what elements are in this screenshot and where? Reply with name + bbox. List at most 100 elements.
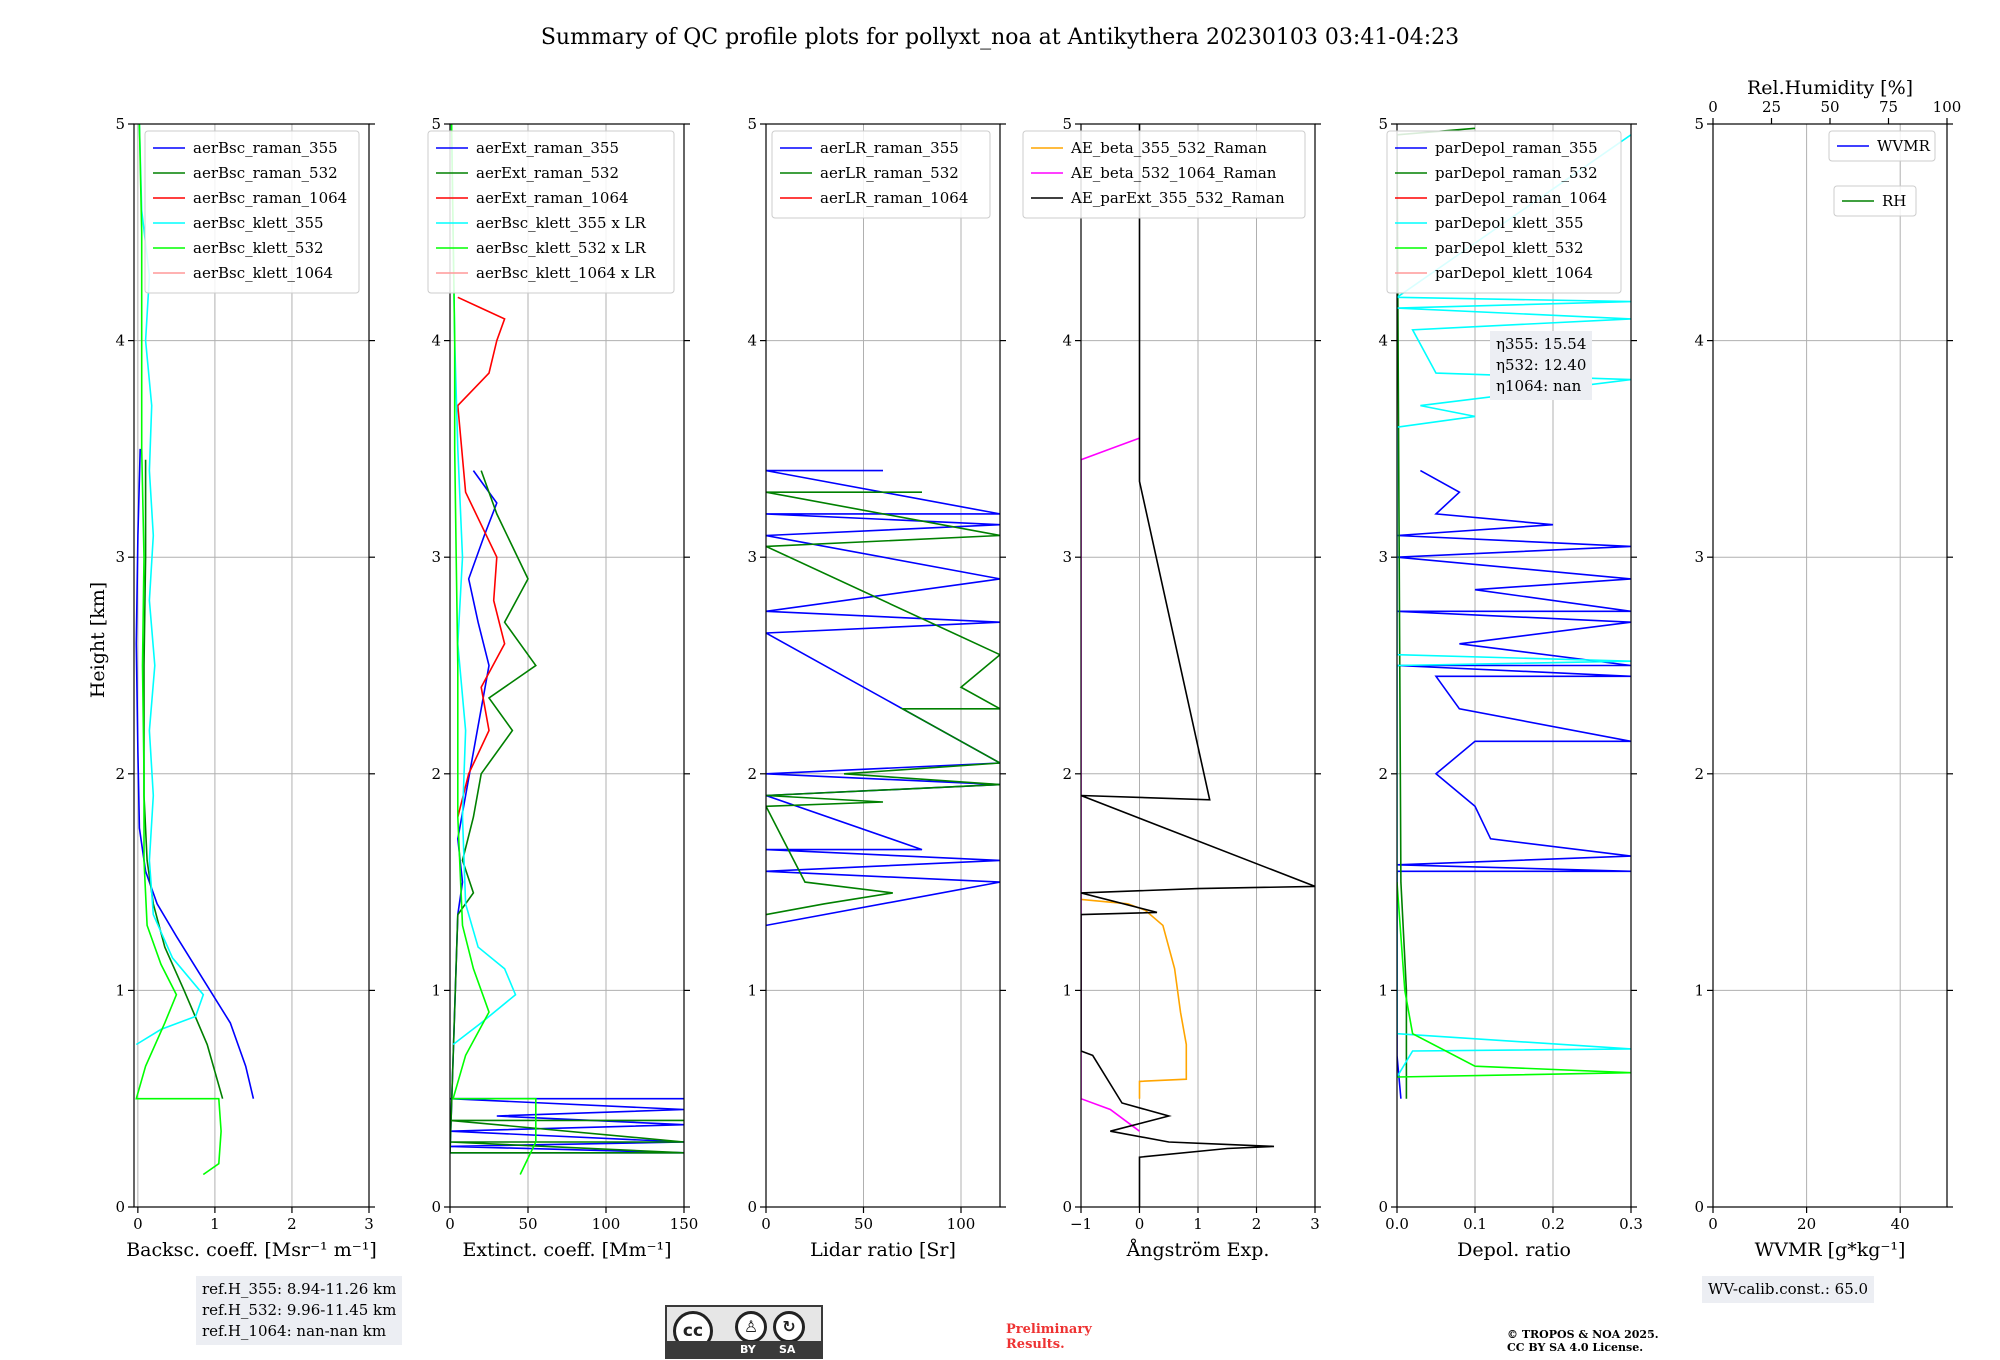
axes-frame: [133, 123, 370, 1208]
y-tick-label: 2: [1378, 765, 1388, 783]
x-tick-label: 0: [1708, 1215, 1718, 1233]
series-line-aerLR_raman_532: [766, 491, 1000, 916]
legend-label: aerExt_raman_532: [476, 164, 619, 182]
x-tick-label: 0: [761, 1215, 771, 1233]
legend: aerExt_raman_355 aerExt_raman_532 aerExt_r…: [427, 130, 675, 294]
legend-label: aerBsc_klett_355 x LR: [476, 214, 647, 232]
legend-label: aerExt_raman_355: [476, 139, 619, 157]
x-tick-label: 2: [1252, 1215, 1262, 1233]
axes-frame: [1396, 123, 1632, 1208]
reference-height-box: ref.H_355: 8.94-11.26 km ref.H_532: 9.96…: [196, 1276, 403, 1345]
top-x-tick-label: 75: [1879, 98, 1898, 116]
legend: AE_beta_355_532_Raman AE_beta_532_1064_Ra…: [1022, 130, 1306, 219]
y-tick-label: 5: [115, 115, 125, 133]
series-line-aerBsc_klett_355: [135, 124, 205, 1046]
eta-1064: η1064: nan: [1496, 377, 1582, 395]
y-tick-label: 0: [431, 1198, 441, 1216]
series-line-aerExt_raman_532: [450, 470, 684, 1154]
top-x-tick-label: 0: [1708, 98, 1718, 116]
legend-frame: [1828, 130, 1936, 162]
x-tick-label: 40: [1891, 1215, 1910, 1233]
legend-label: parDepol_raman_1064: [1435, 189, 1607, 207]
wv-calibration-constant: WV-calib.const.: 65.0: [1708, 1280, 1869, 1298]
series-line-aerBsc_klett_532 x LR: [450, 124, 537, 1175]
series-line-aerBsc_raman_532: [143, 459, 224, 1099]
y-tick-label: 3: [1378, 548, 1388, 566]
legend-frame: [1386, 130, 1622, 294]
y-tick-label: 3: [1062, 548, 1072, 566]
series-line-parDepol_raman_355: [1397, 469, 1631, 1099]
y-tick-label: 5: [747, 115, 757, 133]
figure-title: Summary of QC profile plots for pollyxt_…: [541, 25, 1459, 50]
x-axis-label: Lidar ratio [Sr]: [810, 1239, 956, 1261]
copyright-line: © TROPOS & NOA 2025.: [1507, 1328, 1659, 1341]
x-tick-label: 150: [670, 1215, 699, 1233]
y-tick-label: 0: [1062, 1198, 1072, 1216]
x-tick-label: 0.0: [1385, 1215, 1409, 1233]
y-tick-label: 3: [115, 548, 125, 566]
y-axis-label: Height [km]: [87, 582, 109, 698]
y-tick-label: 3: [431, 548, 441, 566]
sa-share-alike-icon: ↻: [773, 1311, 805, 1343]
axes-frame: [449, 123, 685, 1208]
license-line: CC BY SA 4.0 License.: [1507, 1341, 1644, 1354]
panel-ext: 0 50 100 150 0 1 2 3 4 5 Extinct. coeff. [Mm⁻¹] aer…: [427, 115, 699, 1261]
legend-label: aerBsc_raman_1064: [193, 189, 347, 207]
legend: WVMR RH: [1828, 130, 1936, 217]
y-tick-label: 2: [115, 765, 125, 783]
x-tick-label: 20: [1797, 1215, 1816, 1233]
ref-height-532: ref.H_532: 9.96-11.45 km: [202, 1301, 397, 1319]
legend-label: aerBsc_raman_355: [193, 139, 338, 157]
x-axis-label: Ångström Exp.: [1126, 1239, 1270, 1261]
y-tick-label: 0: [115, 1198, 125, 1216]
x-axis-label: WVMR [g*kg⁻¹]: [1755, 1239, 1906, 1261]
legend-label: parDepol_klett_532: [1435, 239, 1584, 257]
legend-label: aerLR_raman_355: [820, 139, 959, 157]
y-tick-label: 5: [1694, 115, 1704, 133]
series-group: [450, 124, 684, 1175]
legend-label: aerBsc_klett_532 x LR: [476, 239, 647, 257]
by-person-icon: ♙: [735, 1311, 767, 1343]
ref-height-355: ref.H_355: 8.94-11.26 km: [202, 1280, 397, 1298]
legend-label: AE_beta_355_532_Raman: [1070, 139, 1267, 157]
x-tick-label: 0: [133, 1215, 143, 1233]
legend-label: RH: [1882, 192, 1906, 210]
y-tick-label: 2: [431, 765, 441, 783]
x-tick-label: 3: [1310, 1215, 1320, 1233]
x-tick-label: 50: [854, 1215, 873, 1233]
eta-values-box: η355: 15.54 η532: 12.40 η1064: nan: [1490, 331, 1593, 400]
legend-frame: [144, 130, 360, 294]
cc-label-bar: BY SA: [667, 1341, 821, 1357]
x-tick-label: 0: [1135, 1215, 1145, 1233]
legend-frame: [1022, 130, 1306, 219]
y-tick-label: 1: [115, 981, 125, 999]
top-x-axis-label: Rel.Humidity [%]: [1747, 77, 1913, 99]
y-tick-label: 1: [1378, 981, 1388, 999]
y-tick-label: 1: [1694, 981, 1704, 999]
ref-height-1064: ref.H_1064: nan-nan km: [202, 1322, 387, 1340]
x-tick-label: 100: [947, 1215, 976, 1233]
panel-bsc: 0 1 2 3 0 1 2 3 4 5 Backsc. coeff. [Msr⁻¹ m⁻¹] aerB…: [115, 115, 376, 1261]
legend: aerLR_raman_355 aerLR_raman_532 aerLR_rama…: [771, 130, 991, 219]
eta-532: η532: 12.40: [1496, 356, 1587, 374]
y-tick-label: 2: [1062, 765, 1072, 783]
x-tick-label: 0: [445, 1215, 455, 1233]
y-tick-label: 0: [1694, 1198, 1704, 1216]
panel-lr: 0 50 100 0 1 2 3 4 5 Lidar ratio [Sr] aerLR_raman_…: [747, 115, 1006, 1261]
legend-label: aerBsc_klett_1064 x LR: [476, 264, 656, 282]
series-group: [1081, 124, 1315, 1207]
legend-label: parDepol_klett_1064: [1435, 264, 1593, 282]
x-axis-label: Depol. ratio: [1457, 1239, 1571, 1261]
y-tick-label: 0: [1378, 1198, 1388, 1216]
legend: aerBsc_raman_355 aerBsc_raman_532 aerBsc_r…: [144, 130, 360, 294]
x-axis-label: Extinct. coeff. [Mm⁻¹]: [462, 1239, 671, 1261]
legend-frame: [771, 130, 991, 219]
profile-panels: 0 1 2 3 0 1 2 3 4 5 Backsc. coeff. [Msr⁻¹ m⁻¹] aerB…: [115, 77, 1961, 1261]
legend-label: aerExt_raman_1064: [476, 189, 629, 207]
series-line-aerExt_raman_1064: [456, 296, 506, 818]
preliminary-results-note: Preliminary Results.: [1006, 1322, 1092, 1352]
cc-by-label: BY: [740, 1343, 756, 1356]
x-tick-label: −1: [1070, 1215, 1092, 1233]
